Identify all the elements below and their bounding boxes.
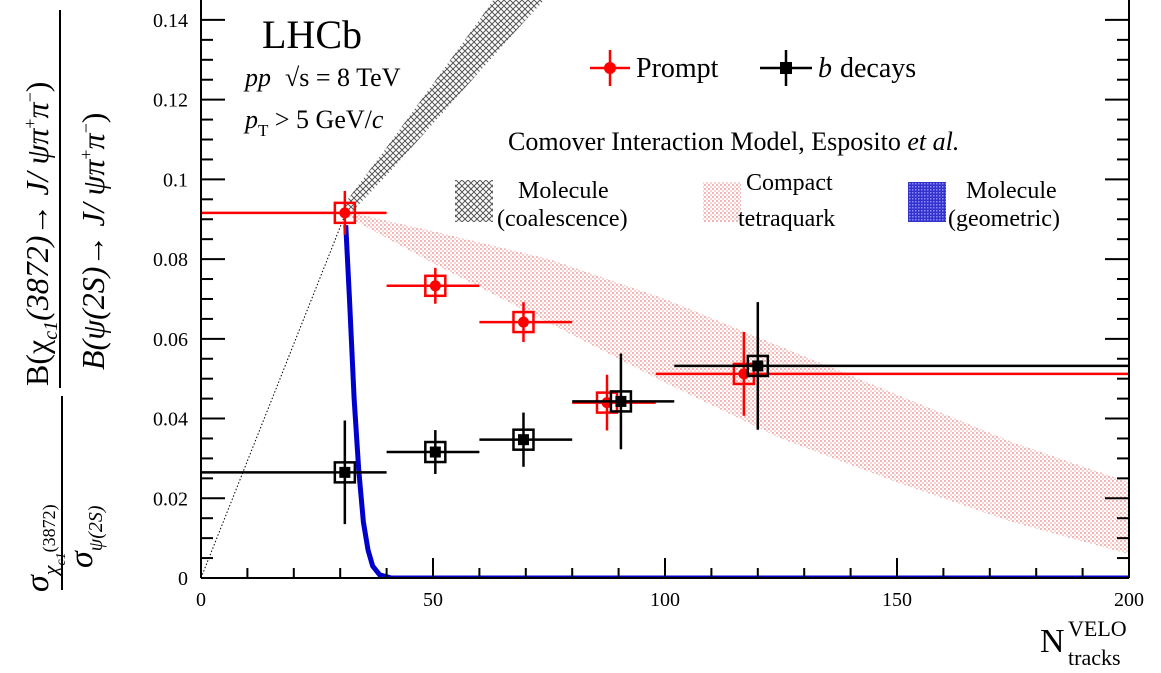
point-b-decays <box>674 302 1129 430</box>
model-title: Comover Interaction Model, Esposito et a… <box>508 127 959 156</box>
sys-error-box <box>609 390 633 413</box>
sys-error-box <box>424 440 447 464</box>
sys-error-box <box>512 310 535 334</box>
x-tick-label: 150 <box>882 589 912 611</box>
band-label-compact-1: Compact <box>746 170 833 196</box>
sys-error-box <box>746 354 770 378</box>
svg-text:σψ(2S): σψ(2S) <box>63 505 107 568</box>
marker <box>752 360 764 372</box>
data-points <box>201 190 1129 525</box>
band-swatch-coalescence <box>455 180 493 222</box>
band-swatch-geometric <box>908 182 946 222</box>
x-tick-label: 100 <box>650 589 680 611</box>
marker <box>339 466 351 478</box>
x-axis-label-sup: VELO <box>1068 616 1127 641</box>
point-b-decays <box>386 430 480 474</box>
legend: Prompt b decays <box>590 50 916 86</box>
marker <box>517 316 529 328</box>
x-tick-label: 50 <box>423 589 443 611</box>
band-label-geometric-2: (geometric) <box>948 206 1060 232</box>
band-coalescence <box>344 0 545 220</box>
sys-error-box <box>512 428 535 451</box>
sys-error-box <box>424 274 447 298</box>
svg-text:B(χc1(3872)→ J/ ψπ+π−): B(χc1(3872)→ J/ ψπ+π−) <box>19 82 62 386</box>
sys-error-box <box>732 362 756 386</box>
y-tick-label: 0.08 <box>153 249 188 271</box>
y-tick-label: 0.02 <box>153 488 188 510</box>
x-tick-label: 0 <box>196 589 206 611</box>
band-swatch-compact <box>703 182 741 222</box>
y-axis-label: σχc1(3872) σψ(2S) B(χc1(3872)→ J/ ψπ+π−)… <box>19 10 111 592</box>
marker <box>429 280 441 292</box>
y-tick-label: 0.1 <box>163 169 188 191</box>
svg-text:B(ψ(2S)→ J/ ψπ+π−): B(ψ(2S)→ J/ ψπ+π−) <box>75 113 111 370</box>
y-tick-label: 0.04 <box>153 409 188 431</box>
energy-label: pp √s = 8 TeV <box>243 63 401 92</box>
band-legend: Molecule (coalescence) Compact tetraquar… <box>455 170 1060 232</box>
axis-ticks: 0 50 100 150 200 0 0.02 0.04 0.06 0.08 0.1 0.12 0.14 <box>153 10 1144 611</box>
legend-marker-prompt <box>604 62 616 74</box>
marker <box>615 395 627 407</box>
legend-entry-b-decays: b decays <box>760 50 916 86</box>
marker <box>429 446 441 458</box>
x-axis-label-sub: tracks <box>1068 645 1121 670</box>
sys-error-box <box>333 201 357 225</box>
experiment-label: LHCb <box>262 12 362 57</box>
y-tick-label: 0.06 <box>153 329 188 351</box>
sys-error-box <box>333 461 357 484</box>
y-label-sigma-num: σ <box>19 574 56 592</box>
marker <box>517 434 529 446</box>
pt-label: pT > 5 GeV/c <box>243 105 384 140</box>
dotted-guide-line <box>201 215 346 578</box>
y-tick-label: 0.14 <box>153 10 188 32</box>
point-prompt <box>655 332 1129 416</box>
legend-entry-prompt: Prompt <box>590 50 719 86</box>
y-label-sigma-den: σ <box>63 550 100 568</box>
point-b-decays <box>572 353 675 450</box>
marker <box>339 207 351 219</box>
svg-text:σχc1(3872): σχc1(3872) <box>19 504 69 592</box>
band-label-geometric-1: Molecule <box>966 178 1057 204</box>
y-tick-label: 0 <box>178 568 188 590</box>
point-prompt <box>479 302 573 343</box>
band-label-coalescence-1: Molecule <box>518 178 609 204</box>
legend-marker-b-decays <box>780 62 792 74</box>
band-label-coalescence-2: (coalescence) <box>497 206 628 232</box>
legend-label-b-decays: b decays <box>818 53 916 84</box>
x-axis-label: N <box>1040 623 1065 660</box>
y-tick-label: 0.12 <box>153 90 188 112</box>
point-prompt <box>201 190 387 235</box>
point-prompt <box>386 267 480 304</box>
curve-geometric <box>343 225 1129 578</box>
point-b-decays <box>201 420 387 525</box>
point-b-decays <box>479 412 573 467</box>
legend-label-prompt: Prompt <box>636 53 719 84</box>
x-tick-label: 200 <box>1114 589 1144 611</box>
band-label-compact-2: tetraquark <box>738 206 835 232</box>
